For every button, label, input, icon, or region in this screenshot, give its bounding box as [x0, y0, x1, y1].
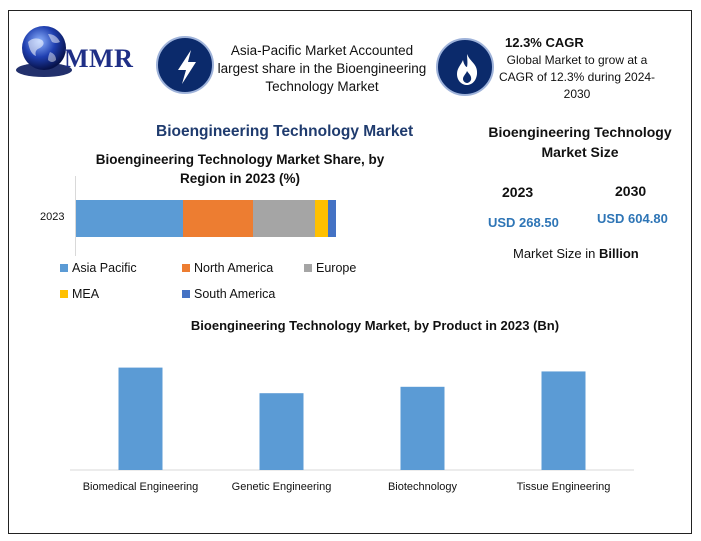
region-share-segment-mea — [315, 200, 329, 237]
legend-label-south-america: South America — [194, 287, 276, 301]
legend-swatch-mea — [60, 290, 68, 298]
legend-label-europe: Europe — [316, 261, 357, 275]
region-share-axis — [75, 176, 76, 256]
legend-europe: Europe — [304, 261, 356, 275]
legend-swatch-north-america — [182, 264, 190, 272]
legend-swatch-south-america — [182, 290, 190, 298]
region-share-segment-north-america — [182, 200, 253, 237]
market-size-title: Bioengineering Technology Market Size — [488, 124, 672, 160]
legend-swatch-asia-pacific — [60, 264, 68, 272]
market-size-note: Market Size in Billion — [513, 246, 639, 261]
legend-label-asia-pacific: Asia Pacific — [72, 261, 137, 275]
product-tick-label-tissue-engineering: Tissue Engineering — [517, 481, 611, 493]
region-share-category-label: 2023 — [40, 211, 65, 223]
legend-asia-pacific: Asia Pacific — [60, 261, 137, 275]
lightning-icon — [178, 50, 196, 84]
market-size-year-2023: 2023 — [502, 184, 534, 200]
cagr-title: 12.3% CAGR — [505, 35, 584, 50]
market-size-value-2023: USD 268.50 — [488, 215, 559, 230]
legend-swatch-europe — [304, 264, 312, 272]
lightning-badge — [156, 36, 214, 94]
cagr-text: Global Market to grow at a CAGR of 12.3%… — [498, 53, 656, 101]
market-size-year-2030: 2030 — [615, 183, 647, 199]
globe-logo — [16, 26, 72, 77]
legend-label-mea: MEA — [72, 287, 100, 301]
market-size-note-prefix: Market Size in — [513, 246, 596, 261]
main-title: Bioengineering Technology Market — [156, 123, 414, 140]
flame-badge — [436, 38, 494, 96]
flame-icon — [457, 54, 478, 85]
region-share-chart-title: Bioengineering Technology Market Share, … — [95, 152, 385, 186]
legend-north-america: North America — [182, 261, 273, 275]
legend-label-north-america: North America — [194, 261, 274, 275]
product-tick-label-biotechnology: Biotechnology — [388, 481, 458, 493]
product-chart-title: Bioengineering Technology Market, by Pro… — [190, 318, 560, 333]
legend-mea: MEA — [60, 287, 99, 301]
region-share-segment-asia-pacific — [76, 200, 183, 237]
legend-south-america: South America — [182, 287, 275, 301]
product-tick-label-genetic-engineering: Genetic Engineering — [232, 481, 332, 493]
region-share-segment-south-america — [328, 200, 336, 237]
region-share-segment-europe — [252, 200, 316, 237]
product-bar-tissue-engineering — [541, 371, 586, 470]
asia-pacific-info-text: Asia-Pacific Market Accounted largest sh… — [217, 43, 427, 94]
market-size-value-2030: USD 604.80 — [597, 211, 668, 226]
logo-text: MMR — [64, 44, 134, 73]
product-bar-biomedical-engineering — [118, 367, 163, 470]
product-tick-label-biomedical-engineering: Biomedical Engineering — [83, 481, 199, 493]
product-bar-chart: Biomedical Engineering Genetic Engineerin… — [70, 367, 634, 493]
product-bar-genetic-engineering — [259, 393, 304, 470]
product-bar-biotechnology — [400, 386, 445, 470]
market-size-note-unit: Billion — [599, 246, 639, 261]
